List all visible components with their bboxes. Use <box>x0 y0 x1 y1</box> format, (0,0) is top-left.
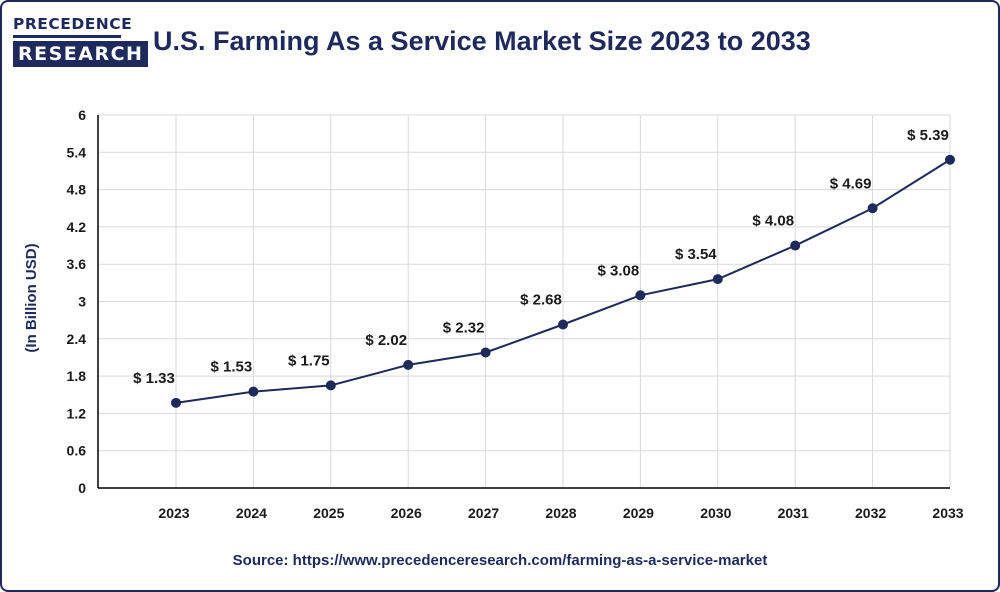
x-tick-label: 2024 <box>236 505 267 521</box>
x-tick-label: 2026 <box>391 505 422 521</box>
y-tick-label: 4.8 <box>67 182 87 198</box>
y-tick-label: 3 <box>78 294 86 310</box>
data-label: $ 2.68 <box>520 292 562 309</box>
data-label: $ 1.33 <box>133 370 175 387</box>
y-tick-label: 4.2 <box>67 219 87 235</box>
data-point <box>558 319 568 330</box>
data-label: $ 1.75 <box>288 352 330 369</box>
y-tick-label: 2.4 <box>67 331 87 347</box>
data-point <box>325 380 336 391</box>
y-tick-label: 3.6 <box>67 256 87 272</box>
x-tick-label: 2033 <box>932 505 963 521</box>
data-point <box>248 386 259 397</box>
data-label: $ 2.02 <box>365 332 407 349</box>
data-label: $ 1.53 <box>211 359 253 376</box>
data-label: $ 3.54 <box>675 246 717 263</box>
logo-line-2: RESEARCH <box>13 41 149 67</box>
y-axis-label: (In Billion USD) <box>23 243 40 352</box>
y-tick-label: 0.6 <box>67 443 87 459</box>
y-tick-label: 1.2 <box>67 405 87 421</box>
data-point <box>712 274 723 285</box>
x-tick-label: 2029 <box>623 505 654 521</box>
data-point <box>480 347 491 358</box>
y-tick-label: 6 <box>78 107 86 123</box>
source-note: Source: https://www.precedenceresearch.c… <box>232 552 768 569</box>
data-point <box>945 154 955 165</box>
x-tick-label: 2031 <box>778 505 809 521</box>
x-tick-label: 2028 <box>545 505 576 521</box>
y-tick-label: 5.4 <box>67 144 87 160</box>
line-layer <box>171 154 955 408</box>
data-label: $ 3.08 <box>598 262 640 279</box>
x-tick-label: 2027 <box>468 505 499 521</box>
y-tick-label: 0 <box>78 480 86 496</box>
data-point <box>171 397 181 408</box>
x-tick-label: 2032 <box>855 505 886 521</box>
data-label: $ 2.32 <box>443 319 485 336</box>
logo-line-1: PRECEDENCE <box>13 14 132 38</box>
data-point <box>790 240 801 251</box>
axis-layer: 0 0.6 1.2 1.8 2.4 3 3.6 4.2 4.8 5.4 6 2023 2024 2025 2… <box>67 107 964 521</box>
data-point <box>403 359 414 370</box>
x-tick-label: 2023 <box>158 505 189 521</box>
data-label: $ 4.69 <box>830 175 872 192</box>
precedence-research-logo: PRECEDENCE RESEARCH <box>13 14 149 72</box>
data-label: $ 4.08 <box>752 213 794 230</box>
data-point <box>635 290 646 301</box>
label-layer: $ 1.33 $ 1.53 $ 1.75 $ 2.02 $ 2.32 $ 2.68 $ 3.… <box>133 127 949 387</box>
chart-title: U.S. Farming As a Service Market Size 20… <box>153 26 811 56</box>
x-tick-label: 2030 <box>700 505 731 521</box>
y-tick-label: 1.8 <box>67 368 87 384</box>
data-point <box>867 203 878 214</box>
data-label: $ 5.39 <box>907 127 949 144</box>
x-tick-label: 2025 <box>313 505 344 521</box>
